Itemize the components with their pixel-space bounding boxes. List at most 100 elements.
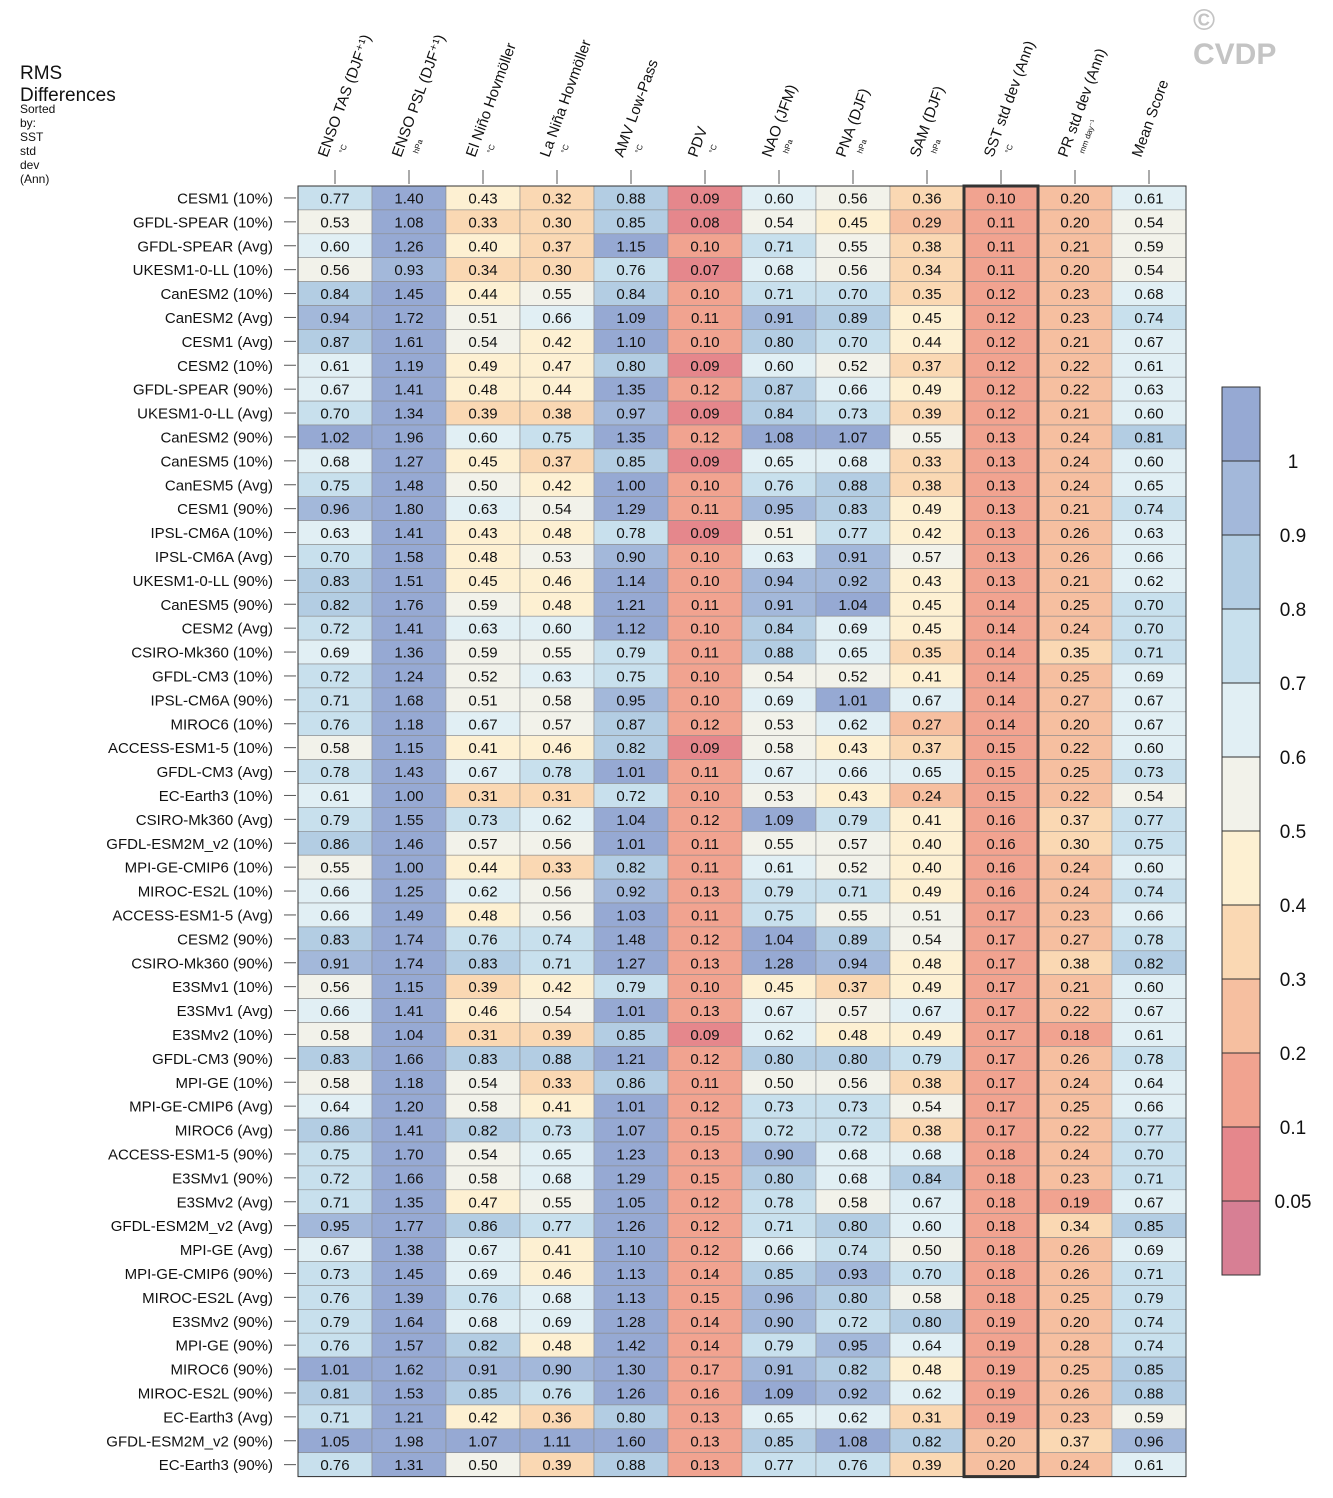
cell-value-label: 0.19	[986, 1385, 1015, 1402]
cell-value-label: 0.26	[1060, 1385, 1089, 1402]
cell-value-label: 0.70	[1134, 1146, 1163, 1163]
cell-value-label: 0.95	[838, 1338, 867, 1355]
cell-value-label: 0.39	[912, 406, 941, 423]
cell-value-label: 0.14	[986, 597, 1015, 614]
row-label: GFDL-CM3 (Avg)	[157, 764, 273, 781]
colorbar-segment	[1222, 609, 1260, 683]
row-label: CanESM2 (90%)	[160, 429, 273, 446]
cell-value-label: 0.12	[986, 334, 1015, 351]
cell-value-label: 0.15	[986, 788, 1015, 805]
cell-value-label: 0.80	[764, 1170, 793, 1187]
cell-value-label: 0.76	[468, 931, 497, 948]
colorbar-segment	[1222, 979, 1260, 1053]
cell-value-label: 0.14	[690, 1338, 719, 1355]
cell-value-label: 0.86	[468, 1218, 497, 1235]
cell-value-label: 0.76	[542, 1385, 571, 1402]
cell-value-label: 0.69	[468, 1266, 497, 1283]
row-label: GFDL-SPEAR (90%)	[133, 382, 273, 399]
cell-value-label: 0.49	[912, 501, 941, 518]
cell-value-label: 0.11	[691, 645, 719, 662]
cell-value-label: 1.01	[616, 836, 645, 853]
cell-value-label: 0.95	[320, 1218, 349, 1235]
cell-value-label: 0.32	[542, 190, 571, 207]
cell-value-label: 1.27	[394, 453, 423, 470]
cell-value-label: 0.80	[764, 1051, 793, 1068]
colorbar-tick-label: 0.9	[1280, 526, 1306, 547]
cell-value-label: 0.13	[690, 1146, 719, 1163]
cell-value-label: 0.28	[1060, 1338, 1089, 1355]
cell-value-label: 0.31	[468, 1027, 497, 1044]
cell-value-label: 0.73	[838, 1099, 867, 1116]
cell-value-label: 0.09	[690, 358, 719, 375]
cell-value-label: 0.13	[690, 884, 719, 901]
row-label: E3SMv1 (10%)	[172, 979, 273, 996]
cell-value-label: 0.37	[912, 358, 941, 375]
cell-value-label: 1.12	[616, 621, 645, 638]
cell-value-label: 0.20	[1060, 716, 1089, 733]
cell-value-label: 0.17	[986, 1075, 1015, 1092]
cell-value-label: 0.94	[764, 573, 793, 590]
cell-value-label: 0.16	[986, 812, 1015, 829]
cell-value-label: 0.10	[690, 788, 719, 805]
cell-value-label: 0.72	[320, 1170, 349, 1187]
cell-value-label: 0.54	[912, 1099, 941, 1116]
cell-value-label: 0.66	[320, 907, 349, 924]
cell-value-label: 0.74	[542, 931, 571, 948]
cell-value-label: 0.37	[542, 453, 571, 470]
cell-value-label: 0.83	[320, 573, 349, 590]
cell-value-label: 0.88	[616, 1457, 645, 1474]
cell-value-label: 0.83	[468, 1051, 497, 1068]
row-label: IPSL-CM6A (90%)	[150, 692, 273, 709]
cell-value-label: 0.09	[690, 190, 719, 207]
cell-value-label: 0.16	[986, 860, 1015, 877]
cell-value-label: 0.58	[542, 692, 571, 709]
cell-value-label: 0.71	[1134, 645, 1163, 662]
cell-value-label: 0.26	[1060, 549, 1089, 566]
cell-value-label: 0.41	[542, 1099, 571, 1116]
colorbar-tick-label: 0.7	[1280, 674, 1306, 695]
cell-value-label: 0.55	[838, 907, 867, 924]
cell-value-label: 0.67	[1134, 1194, 1163, 1211]
cell-value-label: 0.58	[468, 1099, 497, 1116]
row-label: ACCESS-ESM1-5 (Avg)	[112, 907, 273, 924]
cell-value-label: 1.15	[616, 238, 645, 255]
cell-value-label: 1.09	[764, 812, 793, 829]
cell-value-label: 0.92	[838, 1385, 867, 1402]
cell-value-label: 0.14	[986, 668, 1015, 685]
cell-value-label: 0.54	[1134, 262, 1163, 279]
cell-value-label: 0.15	[986, 764, 1015, 781]
cell-value-label: 0.27	[1060, 931, 1089, 948]
cell-value-label: 0.78	[764, 1194, 793, 1211]
cell-value-label: 1.55	[394, 812, 423, 829]
cell-value-label: 1.31	[394, 1457, 423, 1474]
cell-value-label: 0.57	[838, 1003, 867, 1020]
cell-value-label: 0.61	[1134, 358, 1163, 375]
cell-value-label: 1.40	[394, 190, 423, 207]
cell-value-label: 1.05	[616, 1194, 645, 1211]
cell-value-label: 1.57	[394, 1338, 423, 1355]
cell-value-label: 0.60	[1134, 979, 1163, 996]
cell-value-label: 0.50	[468, 477, 497, 494]
cell-value-label: 0.51	[468, 310, 497, 327]
cell-value-label: 1.77	[394, 1218, 423, 1235]
cell-value-label: 0.73	[1134, 764, 1163, 781]
cell-value-label: 1.26	[616, 1218, 645, 1235]
cell-value-label: 0.85	[1134, 1218, 1163, 1235]
column-label: PDV	[685, 125, 712, 160]
cell-value-label: 0.37	[838, 979, 867, 996]
cell-value-label: 0.12	[690, 1218, 719, 1235]
cell-value-label: 0.62	[542, 812, 571, 829]
cell-value-label: 1.51	[394, 573, 423, 590]
cell-value-label: 0.48	[468, 549, 497, 566]
cell-value-label: 0.74	[1134, 501, 1163, 518]
cell-value-label: 0.43	[468, 525, 497, 542]
cell-value-label: 0.17	[986, 1123, 1015, 1140]
cell-value-label: 0.58	[764, 740, 793, 757]
cell-value-label: 0.89	[838, 310, 867, 327]
cell-value-label: 0.30	[542, 214, 571, 231]
cell-value-label: 0.44	[542, 382, 571, 399]
cell-value-label: 1.21	[616, 597, 645, 614]
cell-value-label: 0.37	[542, 238, 571, 255]
cell-value-label: 0.38	[912, 1075, 941, 1092]
cell-value-label: 1.07	[838, 429, 867, 446]
